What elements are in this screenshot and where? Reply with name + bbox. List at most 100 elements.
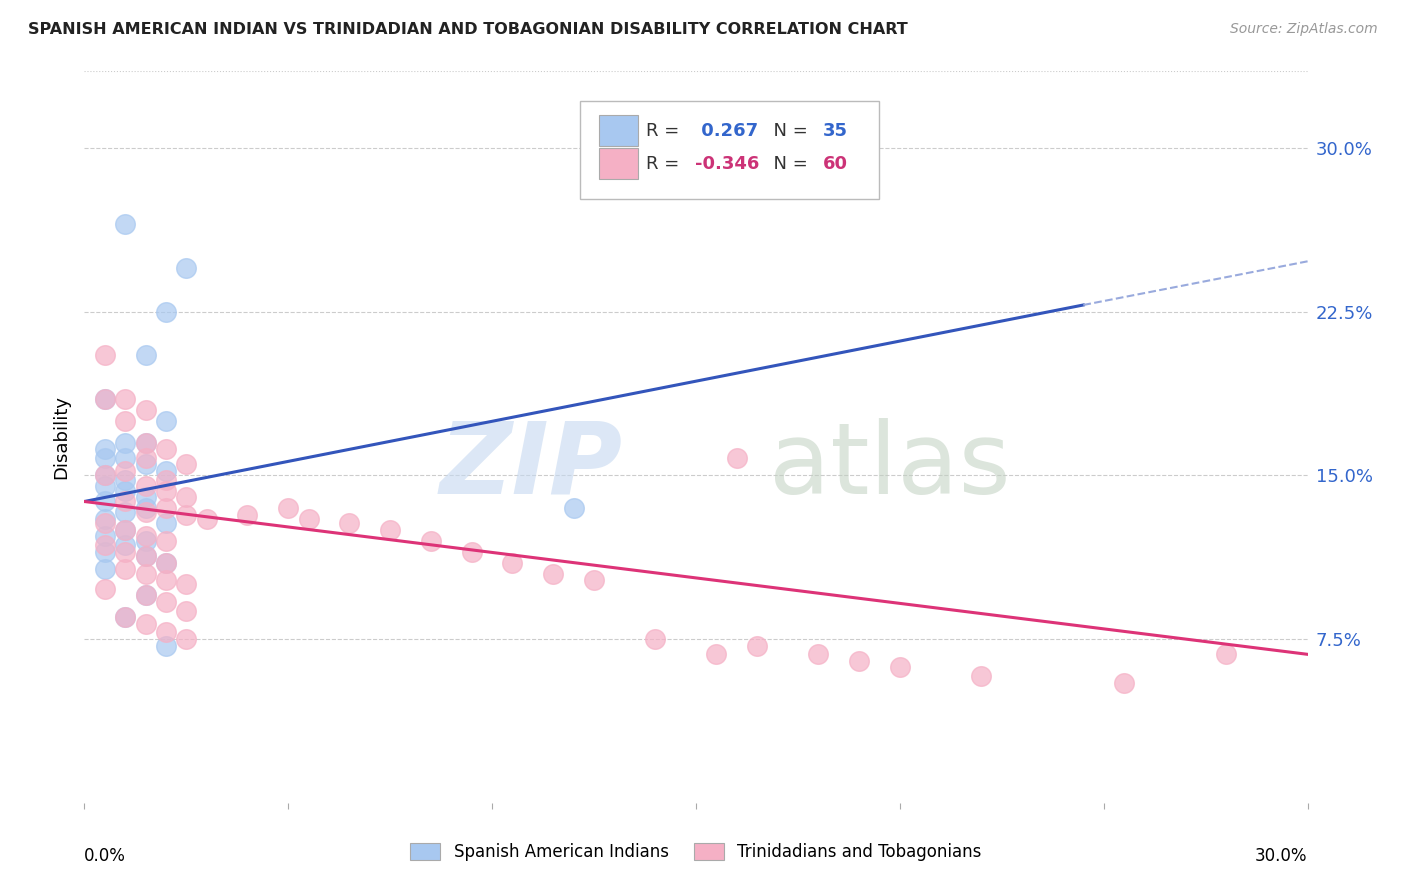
Point: [135, 402, 157, 417]
Point: [155, 639, 177, 653]
Point: [543, 566, 565, 581]
Point: [135, 533, 157, 548]
Point: [114, 435, 136, 450]
Point: [155, 516, 177, 531]
Point: [135, 435, 157, 450]
Point: [135, 529, 157, 543]
Point: [848, 654, 870, 668]
Point: [114, 483, 136, 498]
Point: [135, 348, 157, 362]
Text: 60: 60: [823, 154, 848, 172]
Point: [583, 573, 606, 587]
Point: [155, 464, 177, 478]
Point: [155, 473, 177, 487]
Point: [155, 483, 177, 498]
Point: [93, 562, 115, 576]
Y-axis label: Disability: Disability: [52, 395, 70, 479]
Point: [807, 648, 830, 662]
Point: [93, 468, 115, 483]
Point: [114, 464, 136, 478]
Point: [135, 566, 157, 581]
Point: [114, 217, 136, 231]
Point: [174, 490, 197, 504]
Point: [155, 556, 177, 570]
Point: [135, 501, 157, 516]
Point: [114, 392, 136, 406]
Point: [195, 512, 218, 526]
FancyBboxPatch shape: [599, 115, 638, 146]
Point: [135, 479, 157, 493]
Point: [155, 414, 177, 428]
Point: [114, 610, 136, 624]
Point: [970, 669, 993, 683]
Text: 0.0%: 0.0%: [84, 847, 127, 864]
Point: [93, 529, 115, 543]
Point: [93, 516, 115, 531]
Point: [135, 505, 157, 519]
Text: N =: N =: [762, 121, 814, 140]
Point: [114, 538, 136, 552]
Text: -0.346: -0.346: [695, 154, 759, 172]
Point: [93, 468, 115, 483]
Point: [174, 508, 197, 522]
Point: [135, 490, 157, 504]
Point: [135, 616, 157, 631]
Point: [155, 501, 177, 516]
Point: [93, 392, 115, 406]
Point: [155, 625, 177, 640]
Point: [114, 523, 136, 537]
Point: [135, 549, 157, 563]
Point: [114, 414, 136, 428]
Point: [420, 533, 443, 548]
Point: [747, 639, 769, 653]
Text: atlas: atlas: [769, 417, 1011, 515]
Point: [155, 595, 177, 609]
Point: [93, 545, 115, 559]
Point: [114, 450, 136, 465]
Point: [135, 588, 157, 602]
Point: [461, 545, 484, 559]
Point: [93, 450, 115, 465]
FancyBboxPatch shape: [579, 101, 880, 200]
Point: [339, 516, 361, 531]
Point: [114, 610, 136, 624]
Point: [174, 632, 197, 646]
Point: [380, 523, 402, 537]
Text: SPANISH AMERICAN INDIAN VS TRINIDADIAN AND TOBAGONIAN DISABILITY CORRELATION CHA: SPANISH AMERICAN INDIAN VS TRINIDADIAN A…: [28, 22, 908, 37]
Text: 30.0%: 30.0%: [1256, 847, 1308, 864]
Point: [114, 505, 136, 519]
Text: Source: ZipAtlas.com: Source: ZipAtlas.com: [1230, 22, 1378, 37]
Point: [298, 512, 321, 526]
Point: [502, 556, 524, 570]
Point: [174, 604, 197, 618]
Text: 35: 35: [823, 121, 848, 140]
Text: ZIP: ZIP: [440, 417, 623, 515]
Point: [135, 588, 157, 602]
Legend: Spanish American Indians, Trinidadians and Tobagonians: Spanish American Indians, Trinidadians a…: [404, 836, 988, 868]
Text: R =: R =: [645, 121, 685, 140]
Point: [889, 660, 911, 674]
Point: [562, 501, 585, 516]
Point: [135, 435, 157, 450]
Point: [114, 473, 136, 487]
Point: [236, 508, 259, 522]
Point: [174, 577, 197, 591]
Point: [114, 523, 136, 537]
Point: [135, 450, 157, 465]
Point: [135, 549, 157, 563]
Point: [135, 458, 157, 472]
Point: [114, 545, 136, 559]
Point: [1215, 648, 1237, 662]
FancyBboxPatch shape: [599, 148, 638, 179]
Point: [114, 494, 136, 508]
Point: [155, 573, 177, 587]
Point: [174, 260, 197, 275]
Point: [114, 562, 136, 576]
Point: [93, 512, 115, 526]
Point: [155, 533, 177, 548]
Point: [155, 442, 177, 456]
Point: [644, 632, 666, 646]
Point: [93, 494, 115, 508]
Point: [1114, 675, 1136, 690]
Point: [93, 442, 115, 456]
